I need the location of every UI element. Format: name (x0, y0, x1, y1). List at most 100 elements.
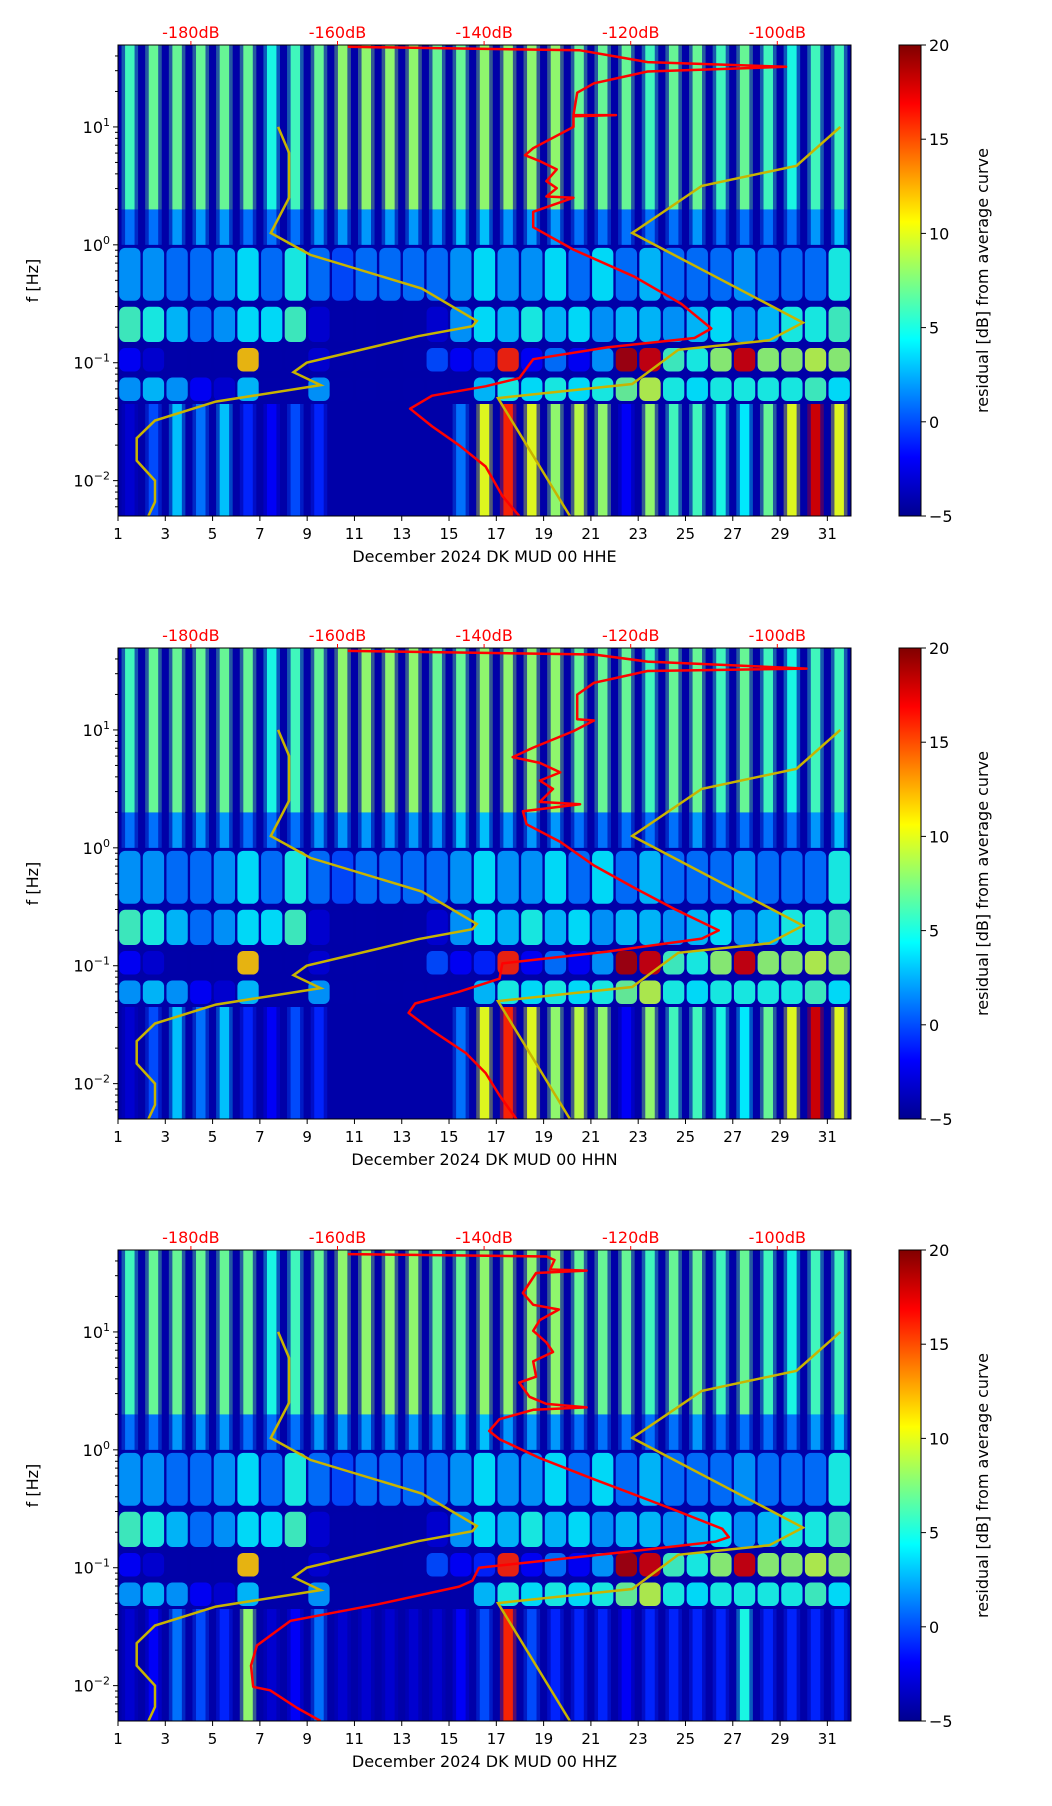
heatmap-cell (544, 377, 567, 401)
heatmap-cell (196, 812, 206, 848)
heatmap-cell (787, 648, 797, 813)
heatmap-cell (219, 45, 230, 210)
heatmap-cell (479, 1414, 490, 1450)
heatmap-cell (568, 909, 590, 946)
heatmap-cell (456, 1006, 466, 1119)
colorbar-tick-label: 15 (929, 733, 949, 752)
heatmap-cell (473, 377, 496, 401)
heatmap-cell (261, 1452, 283, 1506)
heatmap-cell (639, 850, 661, 904)
heatmap-cell (804, 348, 827, 372)
heatmap-cell (828, 1553, 850, 1577)
top-axis-label: -120dB (602, 23, 659, 42)
heatmap-cell (142, 1582, 165, 1606)
y-tick-label: 10−2 (73, 1675, 110, 1696)
heatmap-cell (172, 1250, 182, 1415)
colorbar-tick-label: 0 (929, 1016, 939, 1035)
heatmap-cell (385, 812, 395, 848)
heatmap-cell (639, 306, 661, 343)
x-tick-label: 25 (676, 525, 695, 543)
heatmap-cell (219, 648, 230, 813)
heatmap-cell-halo (263, 812, 280, 848)
heatmap-cell-halo (192, 648, 210, 813)
heatmap-cell (781, 348, 803, 372)
heatmap-cell (213, 1452, 236, 1506)
heatmap-cell (290, 648, 301, 813)
heatmap-cell-halo (145, 1608, 162, 1721)
heatmap-cell-halo (121, 1006, 139, 1119)
x-tick-label: 7 (255, 1730, 265, 1748)
heatmap-cell-halo (381, 1414, 399, 1450)
heatmap-cell-halo (523, 812, 541, 848)
heatmap-cell-halo (665, 648, 682, 813)
heatmap-cell (527, 403, 537, 516)
heatmap-cell-halo (689, 648, 706, 813)
heatmap-cell (314, 209, 324, 245)
heatmap-cell (781, 247, 803, 301)
heatmap-cell (456, 812, 466, 848)
heatmap-cell-halo (759, 1608, 777, 1721)
psd-curve (249, 1252, 731, 1721)
heatmap-cell (574, 1608, 584, 1721)
heatmap-cell-halo (263, 648, 280, 813)
heatmap-cell (284, 850, 306, 904)
heatmap-cell-halo (145, 1006, 162, 1119)
heatmap-cell (763, 812, 773, 848)
heatmap-cell (426, 951, 448, 975)
heatmap-cell (432, 45, 442, 210)
colorbar-label: residual [dB] from average curve (973, 148, 992, 413)
heatmap-cell (787, 403, 797, 516)
heatmap-cell (739, 1608, 750, 1721)
top-axis-label: -100dB (749, 23, 806, 42)
heatmap-cell (337, 1250, 348, 1415)
y-axis-label: f [Hz] (23, 259, 42, 303)
heatmap-cell (456, 1608, 466, 1721)
x-axis-label: December 2024 DK MUD 00 HHZ (352, 1752, 617, 1771)
high-noise-model-curve (495, 728, 842, 1119)
heatmap-cell-halo (570, 1414, 588, 1450)
heatmap-cell-halo (428, 648, 446, 813)
heatmap-cell-halo (428, 1250, 446, 1415)
heatmap-cell (497, 348, 519, 372)
colorbar-tick-label: 20 (929, 639, 949, 658)
heatmap-cell-halo (145, 209, 162, 245)
heatmap-cell (172, 403, 182, 516)
heatmap-cell (592, 850, 614, 904)
heatmap-cell (172, 648, 182, 813)
heatmap-cell-halo (570, 403, 588, 516)
heatmap-cell (266, 812, 277, 848)
heatmap-cell-halo (168, 648, 186, 813)
heatmap-cell-halo (405, 1414, 422, 1450)
top-axis-label: -140dB (455, 1228, 512, 1247)
heatmap-cell (497, 247, 519, 301)
heatmap-cell-halo (381, 45, 399, 210)
top-axis-label: -160dB (309, 23, 366, 42)
heatmap-cell (284, 348, 306, 372)
colorbar-tick-label: 10 (929, 224, 949, 243)
heatmap-cell (828, 377, 850, 401)
y-axis-label: f [Hz] (23, 1464, 42, 1508)
low-noise-model-curve (135, 729, 479, 1119)
x-tick-label: 17 (487, 1730, 506, 1748)
x-tick-label: 3 (161, 1128, 171, 1146)
heatmap-cell (733, 1582, 756, 1606)
heatmap-cell (787, 1608, 797, 1721)
x-tick-label: 7 (255, 1128, 265, 1146)
heatmap-cell (544, 909, 567, 946)
heatmap-cell (166, 951, 188, 975)
heatmap-cell (473, 850, 496, 904)
heatmap-cell (361, 403, 372, 516)
heatmap-cell (385, 403, 395, 516)
heatmap-cell-halo (665, 1608, 682, 1721)
heatmap-cell-halo (736, 1250, 753, 1415)
heatmap-cell (544, 348, 567, 372)
heatmap-cell (237, 1452, 259, 1506)
heatmap-cell (550, 1608, 561, 1721)
x-tick-label: 21 (581, 1730, 600, 1748)
heatmap-cell-halo (759, 45, 777, 210)
heatmap-cell-halo (736, 648, 753, 813)
heatmap-cell (432, 1608, 442, 1721)
heatmap-cell (308, 1452, 330, 1506)
heatmap-cell (119, 909, 141, 946)
heatmap-cell (432, 403, 442, 516)
